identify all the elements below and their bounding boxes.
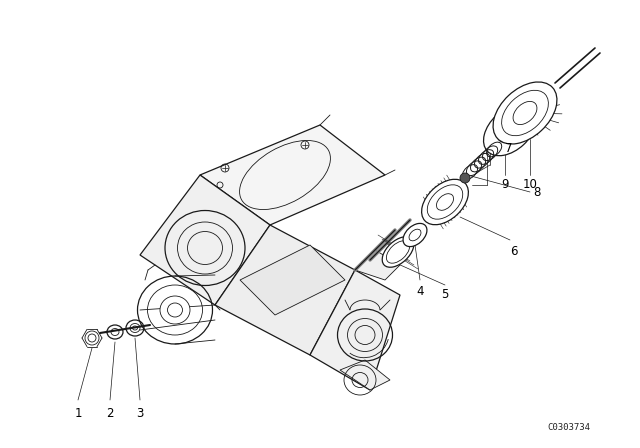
Polygon shape bbox=[200, 125, 385, 225]
Text: 3: 3 bbox=[136, 407, 144, 420]
Text: 2: 2 bbox=[106, 407, 114, 420]
Ellipse shape bbox=[484, 104, 536, 156]
Polygon shape bbox=[215, 225, 355, 355]
Text: 9: 9 bbox=[501, 178, 509, 191]
Polygon shape bbox=[310, 270, 400, 390]
Text: 8: 8 bbox=[533, 185, 540, 198]
Polygon shape bbox=[355, 250, 400, 280]
Ellipse shape bbox=[422, 179, 468, 225]
Text: 6: 6 bbox=[510, 245, 518, 258]
Ellipse shape bbox=[160, 296, 190, 324]
Text: 1: 1 bbox=[74, 407, 82, 420]
Ellipse shape bbox=[382, 237, 414, 267]
Ellipse shape bbox=[460, 173, 470, 183]
Ellipse shape bbox=[493, 82, 557, 144]
Text: C0303734: C0303734 bbox=[547, 423, 590, 432]
Ellipse shape bbox=[403, 224, 427, 246]
Polygon shape bbox=[340, 360, 390, 390]
Text: 4: 4 bbox=[416, 285, 424, 298]
Text: 5: 5 bbox=[442, 288, 449, 301]
Text: 10: 10 bbox=[523, 178, 538, 191]
Polygon shape bbox=[140, 175, 270, 305]
Polygon shape bbox=[240, 245, 345, 315]
Text: 7: 7 bbox=[505, 142, 513, 155]
